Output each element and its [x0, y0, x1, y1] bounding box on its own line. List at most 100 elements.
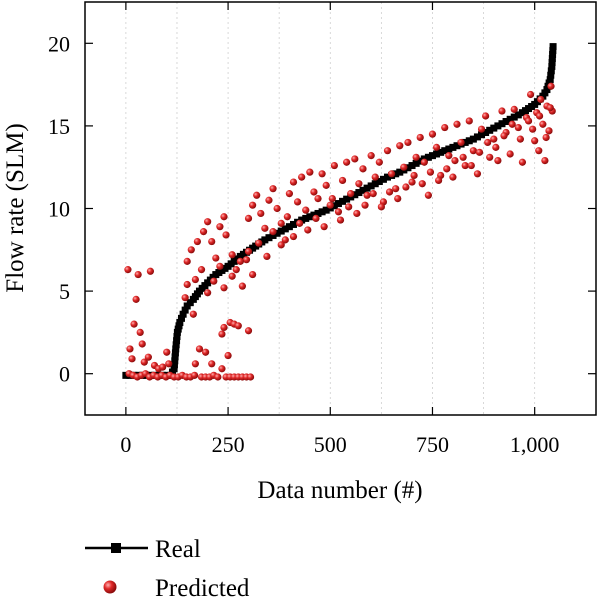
predicted-point [257, 209, 265, 218]
real-marker [375, 178, 383, 186]
real-marker [490, 124, 498, 132]
predicted-point [263, 252, 271, 261]
predicted-point [236, 257, 244, 265]
predicted-point [190, 371, 199, 379]
predicted-point [424, 191, 432, 199]
legend-real-marker [111, 543, 121, 553]
real-marker [478, 131, 486, 139]
predicted-point [546, 104, 554, 112]
real-marker [547, 67, 555, 75]
predicted-point [228, 272, 236, 280]
predicted-point [420, 158, 428, 166]
real-marker [486, 126, 494, 134]
predicted-point [191, 275, 199, 284]
predicted-point [314, 194, 322, 203]
predicted-point [136, 328, 144, 336]
predicted-point [220, 213, 228, 221]
predicted-point [187, 246, 195, 254]
real-marker [302, 214, 310, 222]
y-tick-label: 5 [59, 279, 70, 304]
predicted-point [193, 237, 202, 246]
predicted-point [289, 232, 298, 241]
real-marker [181, 306, 189, 314]
real-marker [384, 173, 392, 181]
predicted-point [298, 173, 306, 181]
predicted-point [214, 373, 222, 381]
predicted-point [545, 127, 553, 135]
real-marker [546, 76, 554, 84]
predicted-point [412, 153, 420, 161]
real-marker [170, 361, 178, 369]
real-marker [498, 120, 506, 128]
predicted-point [426, 168, 435, 176]
predicted-point [408, 178, 416, 186]
predicted-point [328, 194, 336, 203]
predicted-point [210, 277, 218, 285]
predicted-point [392, 185, 400, 193]
predicted-point [130, 320, 138, 328]
predicted-point [529, 125, 537, 133]
predicted-point [490, 135, 498, 143]
legend: Real Predicted [85, 536, 250, 599]
predicted-point [385, 188, 394, 196]
predicted-point [428, 130, 437, 138]
predicted-point [345, 203, 353, 211]
predicted-point [369, 190, 377, 198]
real-marker [310, 211, 318, 219]
real-marker [367, 182, 375, 190]
predicted-point [541, 156, 549, 165]
predicted-point [302, 206, 310, 214]
predicted-point [269, 185, 277, 193]
real-marker [173, 337, 181, 345]
real-marker [514, 111, 522, 119]
real-marker [330, 202, 338, 210]
predicted-point [242, 256, 251, 264]
predicted-point [338, 176, 347, 185]
predicted-point [281, 236, 289, 244]
real-marker [171, 357, 179, 365]
predicted-point [371, 173, 379, 181]
predicted-point [306, 168, 314, 176]
real-marker [122, 371, 130, 379]
real-marker [261, 236, 269, 244]
predicted-point [334, 208, 343, 216]
x-tick-label: 0 [120, 432, 131, 457]
predicted-point [195, 345, 204, 353]
predicted-point [163, 348, 171, 356]
real-marker [176, 318, 184, 326]
predicted-point [343, 158, 351, 166]
predicted-point [494, 156, 502, 165]
y-tick-label: 20 [48, 31, 70, 56]
real-marker [473, 133, 481, 141]
real-marker [549, 43, 557, 51]
predicted-point [183, 257, 191, 265]
predicted-point [218, 365, 226, 373]
predicted-point [128, 355, 136, 363]
predicted-point [146, 267, 155, 275]
predicted-point [181, 294, 189, 302]
predicted-point [467, 161, 475, 170]
predicted-point [312, 214, 320, 223]
predicted-point [486, 153, 494, 161]
predicted-point [132, 295, 140, 303]
predicted-point [383, 147, 392, 155]
real-marker [314, 209, 322, 217]
real-marker [277, 227, 285, 235]
predicted-point [400, 163, 408, 171]
predicted-point [261, 224, 269, 232]
predicted-point [183, 280, 191, 289]
predicted-point [526, 90, 535, 99]
y-tick-label: 0 [59, 362, 70, 387]
predicted-point [445, 152, 453, 160]
y-tick-label: 15 [48, 114, 70, 139]
real-marker [269, 231, 277, 239]
predicted-point [475, 148, 484, 156]
predicted-series [124, 82, 556, 381]
predicted-point [367, 152, 375, 160]
predicted-point [191, 360, 199, 368]
predicted-point [402, 183, 410, 191]
real-marker [396, 168, 404, 176]
predicted-point [355, 180, 363, 188]
predicted-point [255, 239, 263, 247]
